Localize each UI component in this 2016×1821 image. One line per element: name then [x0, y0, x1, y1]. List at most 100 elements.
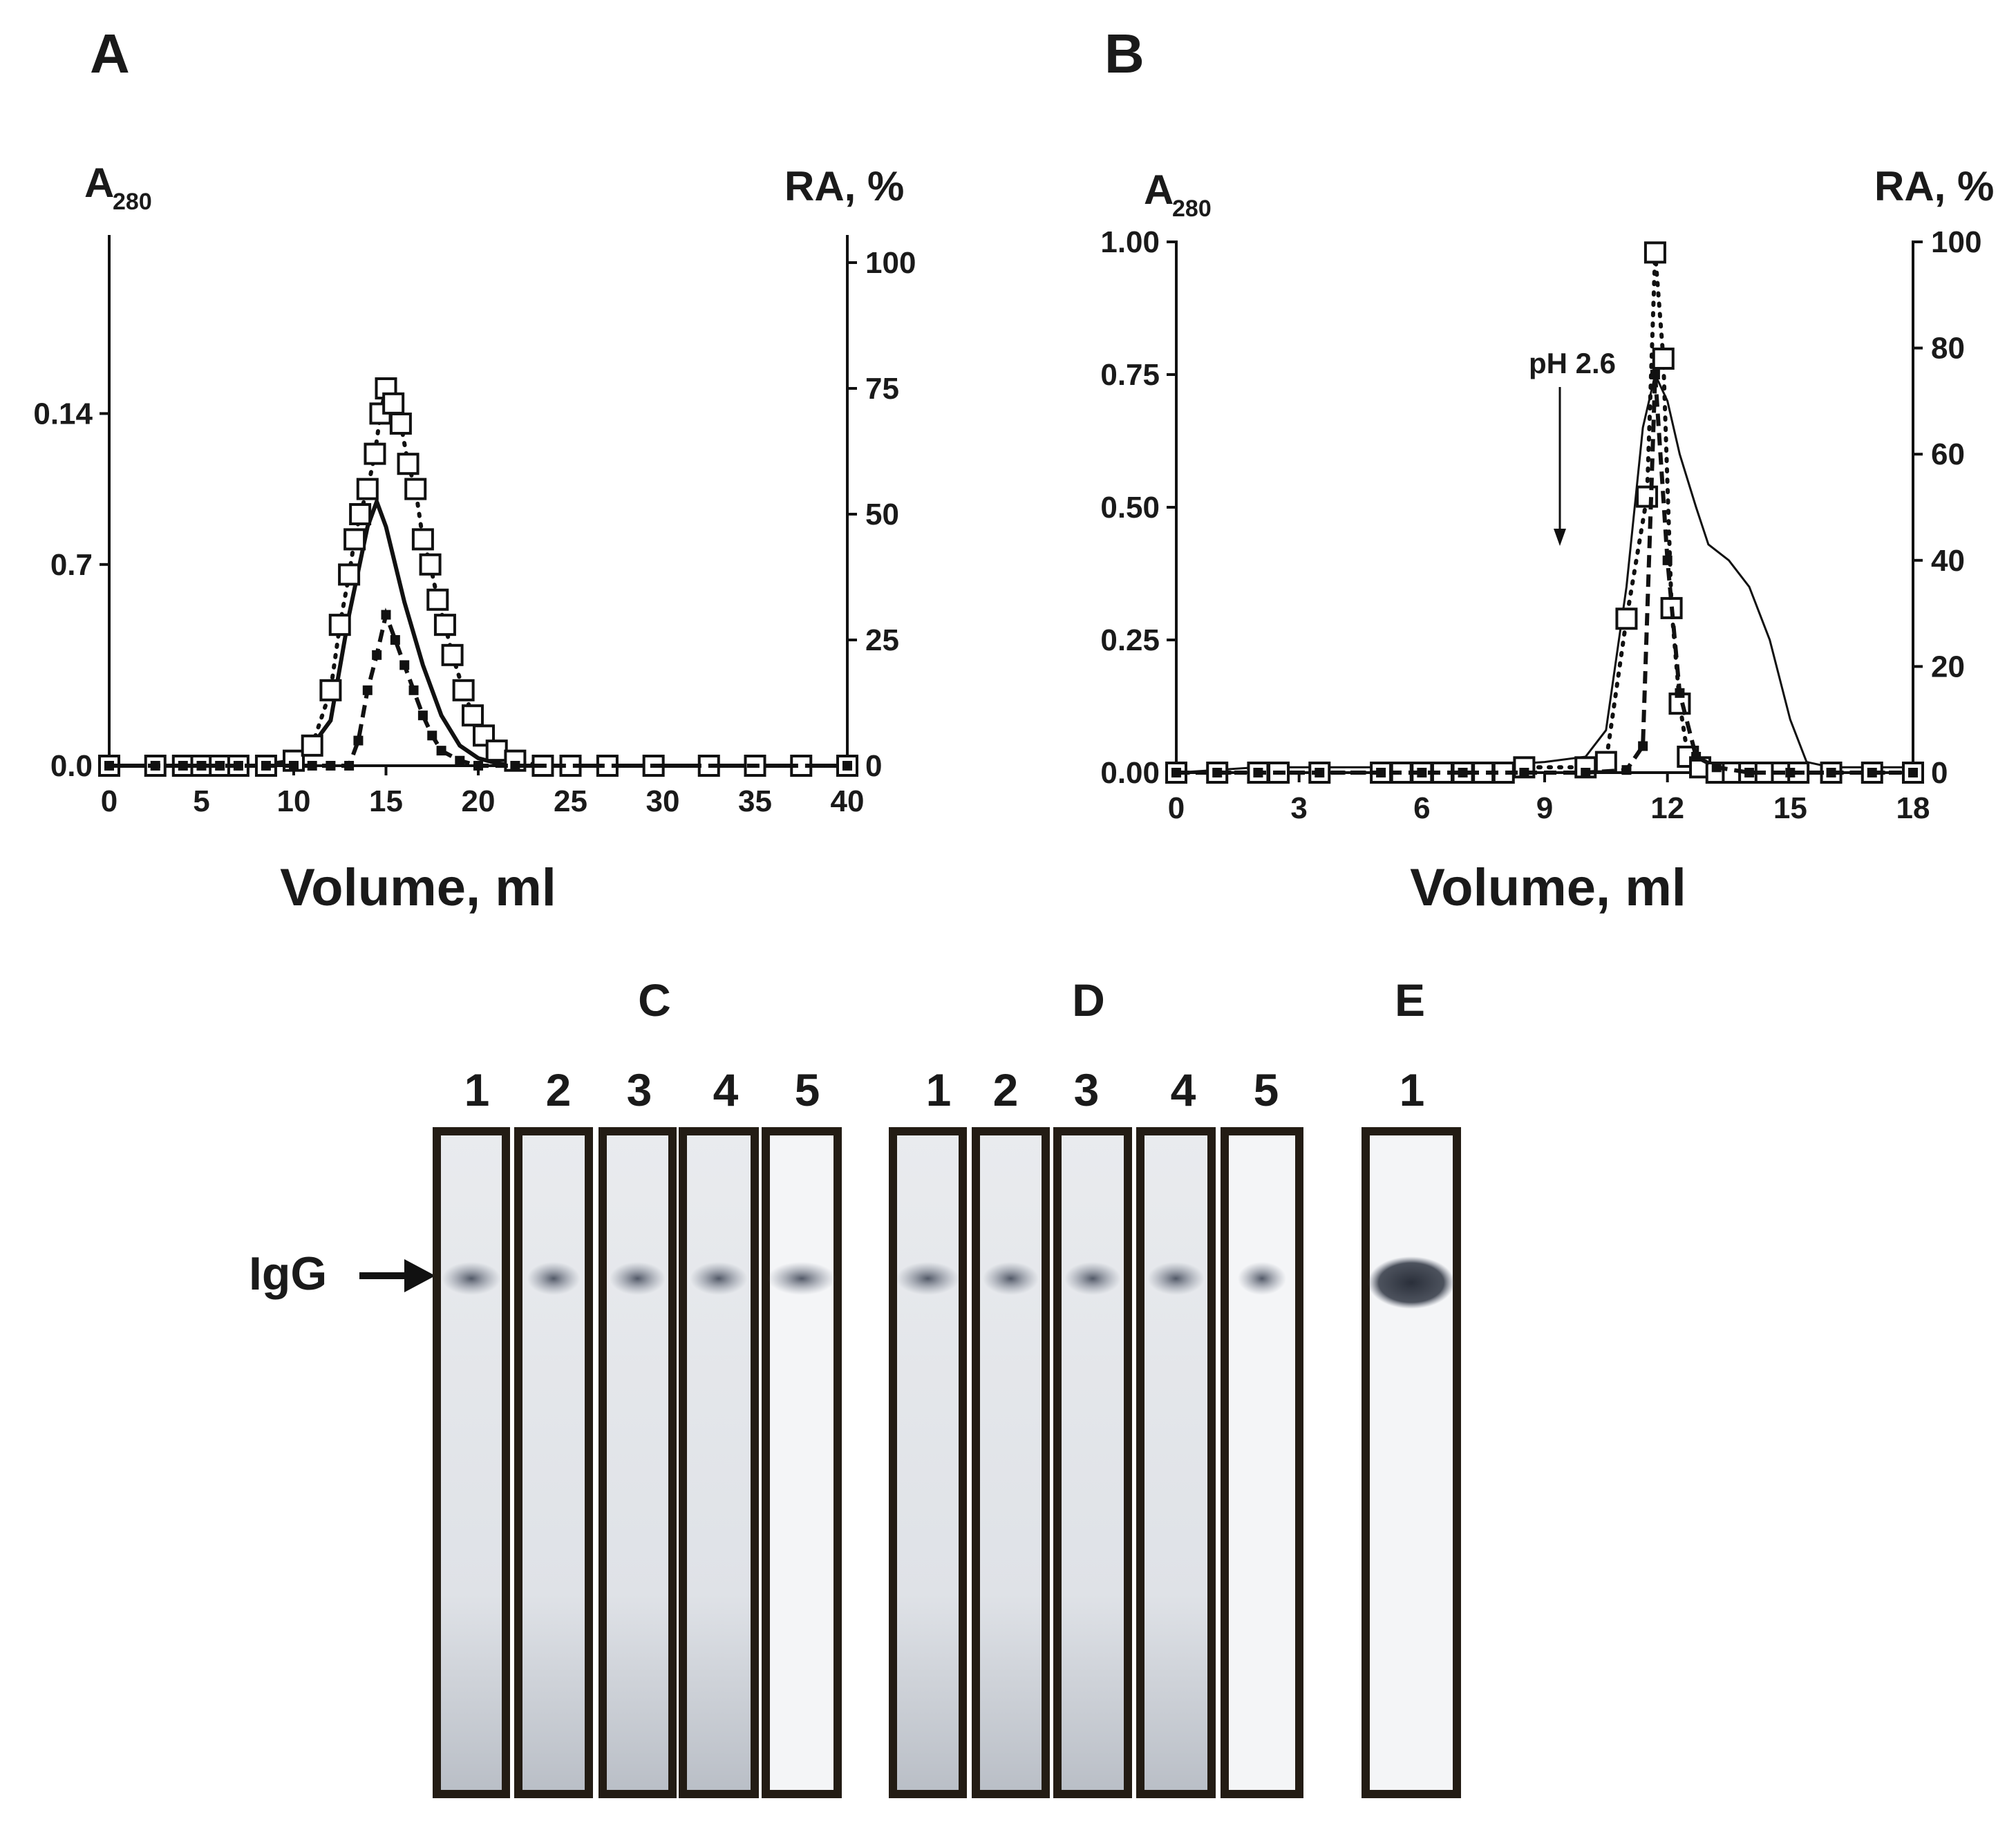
gel-e-lane-1-number: 1 [1400, 1064, 1425, 1115]
gel-d-lane-2-igg-band [983, 1262, 1039, 1295]
panel-a-filled-square-point [326, 761, 336, 771]
panel-a-open-square-point [411, 528, 434, 551]
panel-b-left-y-tick-label: 0.00 [1100, 756, 1160, 790]
panel-b-right-y-tick-label: 40 [1931, 544, 1965, 578]
panel-b-left-y-tick-label: 1.00 [1100, 225, 1160, 259]
gel-c-lane-2-number: 2 [546, 1064, 572, 1115]
panel-a-open-square-point [389, 412, 412, 435]
panel-b-open-square-point [1615, 607, 1638, 630]
panel-a-open-square-point [419, 553, 442, 576]
panel-a-open-square-point [319, 679, 342, 701]
panel-a-open-square-point [404, 478, 427, 500]
panel-b-x-tick-label: 3 [1290, 791, 1307, 825]
panel-a-filled-square-point [399, 660, 410, 670]
panel-b-filled-square-point [1376, 768, 1386, 777]
panel-a-x-tick-label: 15 [369, 784, 403, 818]
gel-c-lane-1 [433, 1127, 510, 1798]
panel-a-open-square-point [364, 442, 386, 465]
gel-c-lane-3-igg-band [610, 1262, 666, 1295]
panel-a-open-square-point [382, 392, 405, 415]
panel-b-right-y-tick-label: 80 [1931, 332, 1965, 366]
panel-a-filled-square-point [510, 761, 520, 771]
panel-b-left-y-tick-label: 0.25 [1100, 623, 1160, 657]
panel-a-open-square-point [343, 528, 366, 551]
panel-a-right-y-ticks: 0 25 50 75 100 [847, 246, 916, 783]
gel-group-d-letter: D [1072, 974, 1105, 1026]
panel-a-filled-square-point [178, 761, 188, 771]
panel-b-filled-square-point [1744, 768, 1755, 777]
panel-a-left-axis-title: A [84, 160, 114, 206]
panel-b-filled-square-point [1867, 768, 1877, 777]
panel-a-filled-square-point [417, 710, 428, 721]
panel-b-left-axis-subscript: 280 [1172, 196, 1212, 222]
panel-a-open-square-point [349, 503, 372, 525]
gel-d-lane-5-igg-band [1237, 1262, 1287, 1295]
gel-d-lane-4 [1136, 1127, 1216, 1798]
panel-b-filled-square-point [1785, 768, 1796, 777]
panel-a-left-y-tick-label: 0.14 [33, 397, 93, 431]
panel-b-x-ticks: 0 3 6 9 12 15 18 [1168, 773, 1930, 825]
gel-d-lane-3-number: 3 [1074, 1064, 1100, 1115]
gel-c-lane-4 [679, 1127, 759, 1798]
panel-b-filled-square-point [1519, 768, 1529, 777]
gel-e-lane-1 [1362, 1127, 1461, 1798]
panel-b-filled-square-point [1315, 768, 1325, 777]
gel-c-lane-5-number: 5 [795, 1064, 820, 1115]
panel-a-right-y-tick-label: 100 [865, 246, 916, 280]
panel-b-left-y-ticks: 0.00 0.25 0.50 0.75 1.00 [1100, 225, 1176, 790]
panel-a-filled-square-point [344, 761, 355, 771]
panel-a-x-axis-title: Volume, ml [280, 858, 556, 917]
panel-b-filled-square-point [1826, 768, 1836, 777]
gel-c-lane-2 [514, 1127, 593, 1798]
panel-a-filled-square-point [390, 635, 400, 645]
panel-b-filled-square-point [1253, 768, 1263, 777]
panel-a-filled-square-point [427, 730, 437, 741]
panel-a-open-square-point [433, 614, 456, 636]
panel-a-filled-square-point [353, 735, 364, 746]
panel-b-x-axis-title: Volume, ml [1410, 858, 1686, 917]
gel-d-lane-1 [889, 1127, 967, 1798]
panel-b-filled-square-point [1621, 765, 1632, 775]
gel-d-lane-3-igg-band [1064, 1262, 1121, 1295]
panel-a-x-tick-label: 30 [646, 784, 680, 818]
panel-a-filled-square-point [307, 761, 317, 771]
panel-b-series [1165, 241, 1924, 784]
panel-a-filled-square-point [455, 755, 465, 766]
panel-b-open-square-point [1594, 751, 1617, 773]
panel-b-filled-square-point [1662, 555, 1673, 565]
panel-b-right-y-ticks: 0 20 40 60 80 100 [1913, 225, 1981, 790]
igg-arrow-head [404, 1259, 435, 1292]
panel-a-filled-square-point [104, 761, 114, 771]
panel-b-filled-square-point [1458, 768, 1468, 777]
panel-a-filled-square-point [842, 761, 852, 771]
panel-a-open-square-point [356, 478, 379, 500]
gel-c-lane-1-number: 1 [464, 1064, 490, 1115]
gel-c-lane-3-number: 3 [627, 1064, 652, 1115]
gel-c-lane-5-igg-band [767, 1262, 836, 1295]
panel-b-filled-square-point [1711, 762, 1722, 773]
panel-a-right-y-tick-label: 75 [865, 372, 899, 406]
panel-a-series [98, 377, 858, 777]
panel-a-open-square-point [485, 739, 508, 762]
gel-c-lane-1-igg-band [442, 1262, 501, 1295]
panel-a-filled-square-point [261, 761, 271, 771]
panel-a-open-square-point [461, 704, 484, 727]
panel-b-letter: B [1104, 23, 1144, 84]
panel-a-x-tick-label: 25 [554, 784, 587, 818]
panel-a-x-tick-label: 0 [101, 784, 117, 818]
panel-b-ph-arrow-head [1554, 529, 1566, 546]
panel-a-chart: A A 280 RA, % 0 5 10 15 20 25 30 35 40 0.0 0.7 0.1… [33, 23, 916, 917]
panel-a-left-axis-subscript: 280 [113, 189, 152, 215]
panel-a-filled-square-point [362, 685, 373, 695]
panel-a-right-y-tick-label: 50 [865, 498, 899, 531]
panel-b-right-axis-title: RA, % [1874, 163, 1994, 209]
panel-b-x-tick-label: 18 [1896, 791, 1930, 825]
panel-a-filled-square-point [150, 761, 160, 771]
panel-a-filled-square-point [289, 761, 299, 771]
panel-b-open-square-point [1652, 347, 1675, 370]
gel-d-lane-1-igg-band [896, 1262, 959, 1295]
gel-d-lane-4-number: 4 [1171, 1064, 1196, 1115]
